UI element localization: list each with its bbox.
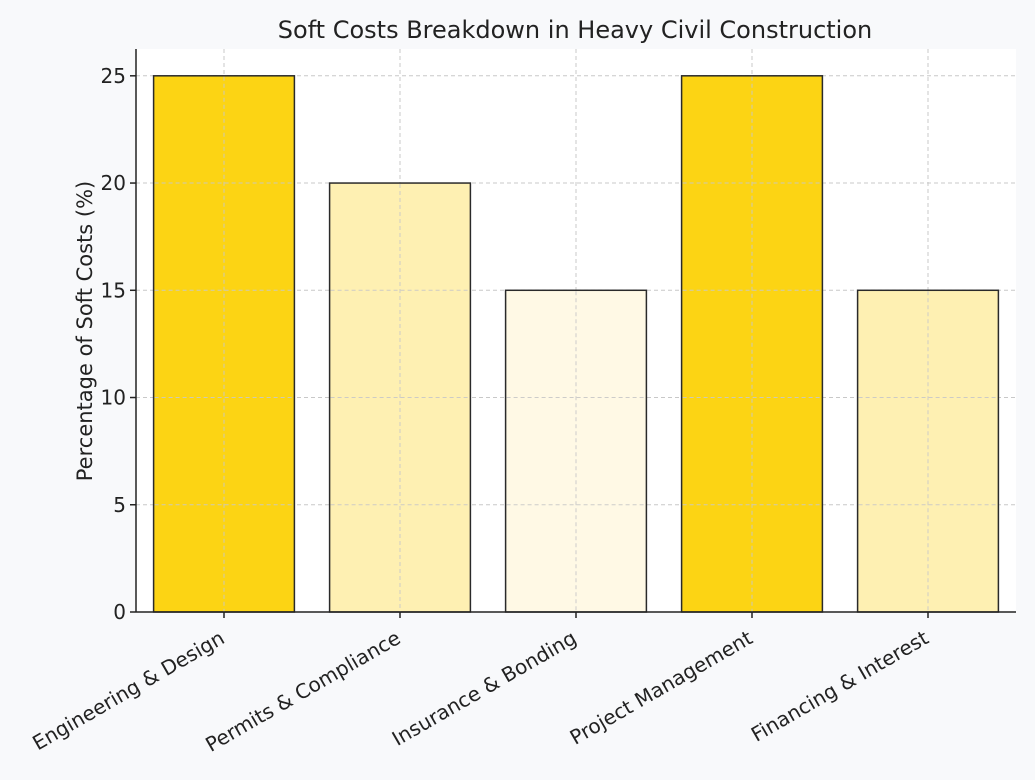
bar (856, 289, 1000, 613)
y-tick-label: 0 (113, 600, 126, 624)
x-tick-label: Financing & Interest (747, 625, 933, 746)
x-tick-label: Insurance & Bonding (388, 626, 581, 751)
y-tick-label: 15 (101, 278, 126, 302)
y-axis-ticks: 0 5 10 15 20 25 (101, 64, 136, 624)
bars (152, 75, 1000, 613)
chart-title: Soft Costs Breakdown in Heavy Civil Cons… (278, 16, 873, 44)
y-tick-label: 10 (101, 386, 126, 410)
y-tick-label: 5 (113, 493, 126, 517)
y-tick-label: 20 (101, 171, 126, 195)
y-tick-label: 25 (101, 64, 126, 88)
x-tick-label: Project Management (566, 625, 757, 749)
x-tick-label: Permits & Compliance (201, 626, 404, 757)
x-tick-label: Engineering & Design (28, 626, 228, 755)
y-axis-label: Percentage of Soft Costs (%) (73, 181, 97, 481)
bar (504, 289, 648, 613)
